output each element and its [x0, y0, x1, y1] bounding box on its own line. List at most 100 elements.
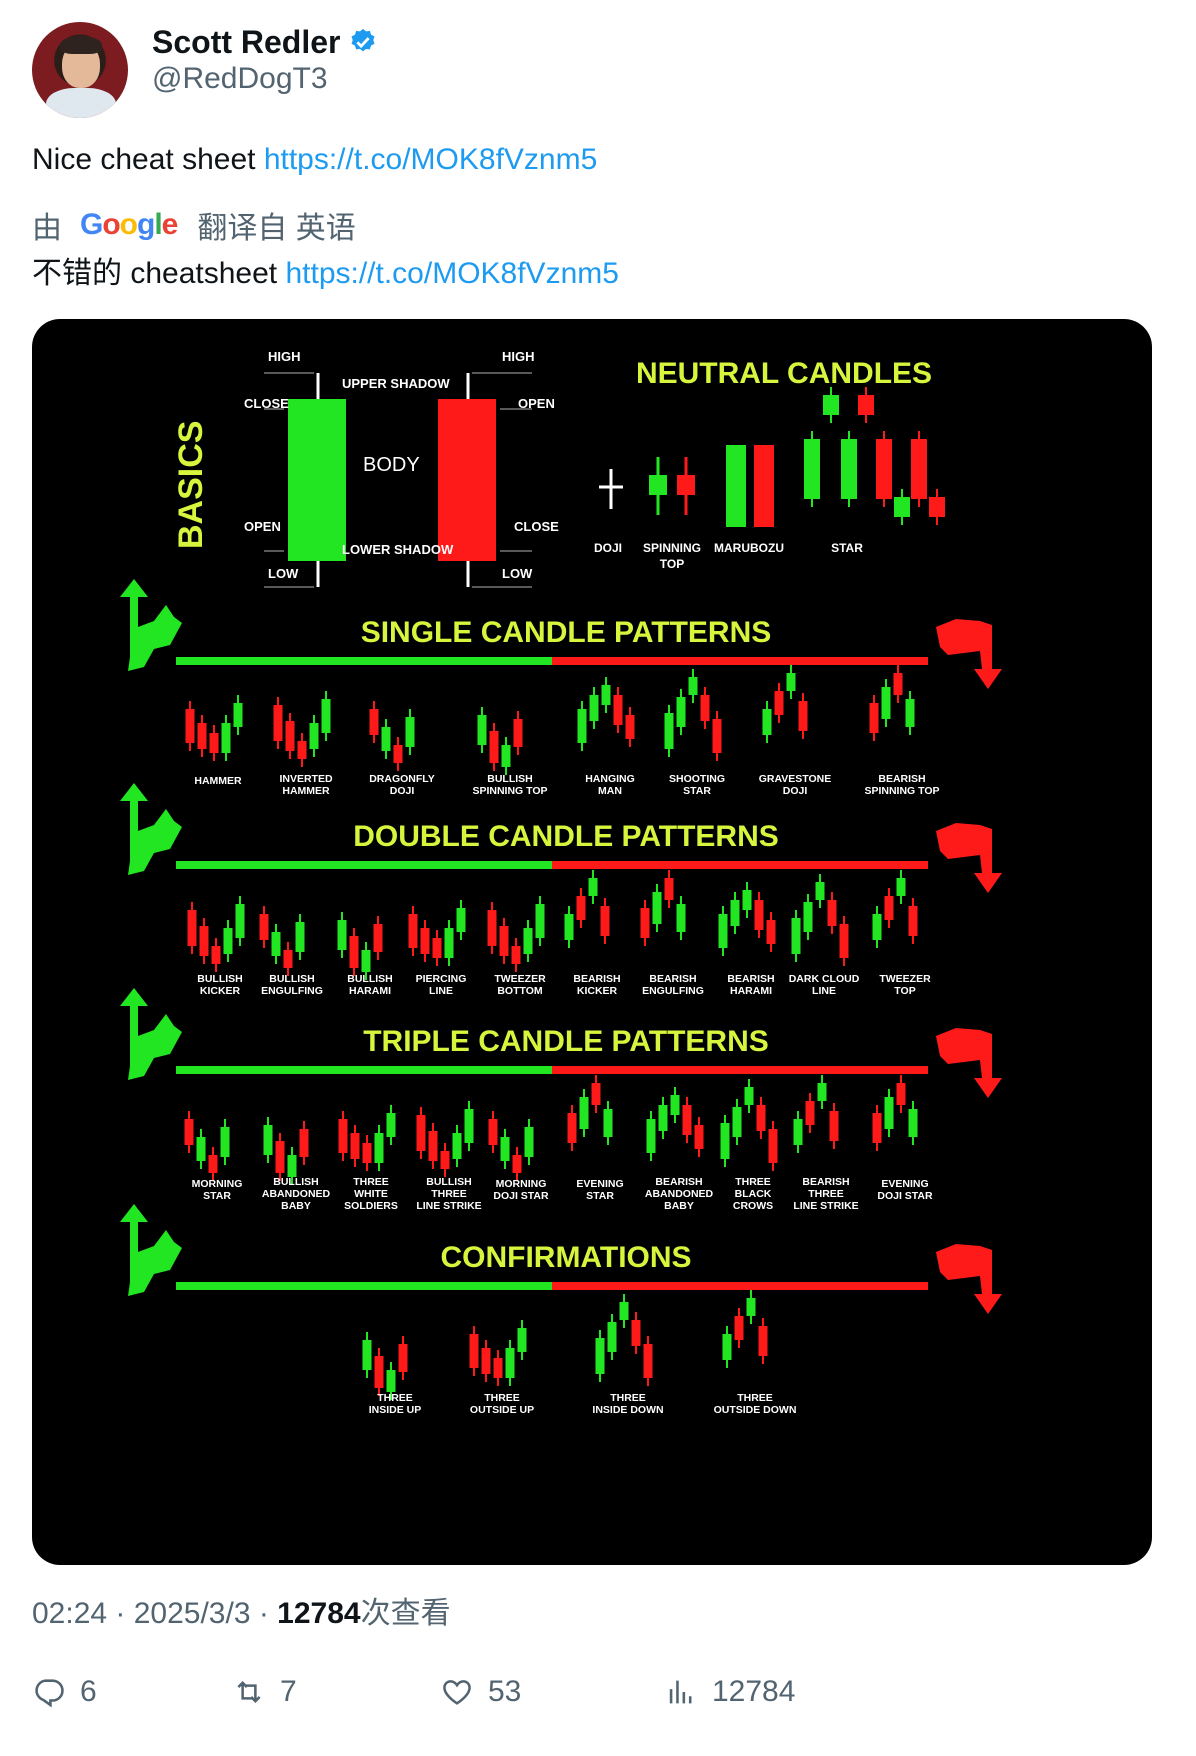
- single-pattern-label: SPINNING TOP: [472, 785, 547, 797]
- triple-pattern-label: STAR: [586, 1190, 614, 1202]
- neutral-label-top: TOP: [660, 557, 684, 571]
- translated-link[interactable]: https://t.co/MOK8fVznm5: [285, 257, 619, 290]
- like-button[interactable]: 53: [440, 1675, 521, 1709]
- basics-close-right: CLOSE: [514, 519, 559, 534]
- triple-pattern-label: SOLDIERS: [344, 1200, 398, 1212]
- double-pattern-label: HARAMI: [349, 985, 391, 997]
- handle[interactable]: @RedDogT3: [152, 62, 328, 95]
- reply-icon: [35, 1679, 64, 1708]
- retweet-button[interactable]: 7: [232, 1675, 297, 1709]
- reply-count: 6: [80, 1675, 97, 1708]
- double-pattern-label: BEARISH: [573, 973, 620, 985]
- confirmations-pattern-label: INSIDE DOWN: [592, 1404, 663, 1416]
- triple-title: TRIPLE CANDLE PATTERNS: [363, 1025, 769, 1058]
- tweet-text: Nice cheat sheet https://t.co/MOK8fVznm5: [32, 140, 597, 180]
- double-pattern-label: KICKER: [577, 985, 618, 997]
- single-pattern-label: DOJI: [390, 785, 415, 797]
- confirmations-pattern-label: OUTSIDE UP: [470, 1404, 534, 1416]
- single-pattern-label: MAN: [598, 785, 622, 797]
- triple-pattern-label: BEARISH: [802, 1176, 849, 1188]
- reply-button[interactable]: 6: [32, 1675, 97, 1709]
- like-count: 53: [488, 1675, 522, 1708]
- basics-body: BODY: [363, 454, 420, 476]
- analytics-icon: [669, 1680, 692, 1704]
- google-logo: Google: [80, 208, 178, 241]
- bear-icon: [936, 823, 1002, 893]
- double-pattern-label: PIERCING: [416, 973, 467, 985]
- double-title: DOUBLE CANDLE PATTERNS: [353, 820, 779, 853]
- single-title: SINGLE CANDLE PATTERNS: [361, 616, 772, 649]
- retweet-icon: [237, 1680, 261, 1704]
- double-pattern-label: LINE: [812, 985, 836, 997]
- triple-patterns-section: TRIPLE CANDLE PATTERNS MORNING STAR BULLISH…: [120, 988, 1002, 1212]
- confirmations-pattern-label: THREE: [737, 1392, 773, 1404]
- views-button[interactable]: 12784: [664, 1675, 795, 1709]
- single-pattern-label: BEARISH: [878, 773, 925, 785]
- basics-bull-candle: [288, 399, 346, 561]
- bear-icon: [936, 619, 1002, 689]
- triple-pattern-label: ABANDONED: [262, 1188, 331, 1200]
- double-divider-bar: [176, 861, 928, 869]
- bull-icon: [120, 783, 182, 875]
- confirmations-pattern-label: OUTSIDE DOWN: [714, 1404, 797, 1416]
- neutral-label-star: STAR: [831, 541, 863, 555]
- triple-pattern-label: EVENING: [576, 1178, 623, 1190]
- triple-pattern-label: LINE STRIKE: [416, 1200, 481, 1212]
- translation-suffix[interactable]: 翻译自 英语: [197, 212, 356, 245]
- triple-pattern-label: BABY: [281, 1200, 311, 1212]
- double-pattern-label: ENGULFING: [261, 985, 323, 997]
- double-pattern-label: BEARISH: [649, 973, 696, 985]
- double-pattern-label: BOTTOM: [497, 985, 543, 997]
- single-pattern-label: SHOOTING: [669, 773, 725, 785]
- basics-title: BASICS: [172, 421, 210, 549]
- single-pattern-label: INVERTED: [279, 773, 333, 785]
- basics-close-left: CLOSE: [244, 396, 289, 411]
- double-pattern-label: BULLISH: [269, 973, 315, 985]
- double-pattern-label: LINE: [429, 985, 453, 997]
- action-bar: 6 7 53 12784: [32, 1675, 1132, 1719]
- single-pattern-label: HANGING: [585, 773, 635, 785]
- basics-low-left: LOW: [268, 566, 299, 581]
- tweet-timestamp[interactable]: 02:24 · 2025/3/3 ·: [32, 1597, 278, 1630]
- verified-badge-icon: [351, 28, 375, 52]
- avatar[interactable]: [32, 22, 128, 118]
- tweet-link[interactable]: https://t.co/MOK8fVznm5: [263, 143, 598, 176]
- single-pattern-label: BULLISH: [487, 773, 533, 785]
- triple-pattern-label: CROWS: [733, 1200, 773, 1212]
- triple-pattern-label: MORNING: [496, 1178, 547, 1190]
- confirmations-pattern-label: THREE: [610, 1392, 646, 1404]
- double-pattern-label: KICKER: [200, 985, 241, 997]
- double-pattern-label: ENGULFING: [642, 985, 704, 997]
- triple-pattern-label: WHITE: [354, 1188, 388, 1200]
- single-pattern-label: HAMMER: [282, 785, 330, 797]
- triple-pattern-label: THREE: [431, 1188, 467, 1200]
- double-pattern-label: BULLISH: [347, 973, 393, 985]
- basics-open-right: OPEN: [518, 396, 555, 411]
- bull-icon: [120, 988, 182, 1080]
- tweet-media-image[interactable]: BASICS HIGH HIGH UPPER SHADOW: [32, 319, 1152, 1565]
- bear-icon: [936, 1028, 1002, 1098]
- confirmations-pattern-label: INSIDE UP: [369, 1404, 422, 1416]
- view-count: 12784: [277, 1597, 361, 1630]
- single-pattern-label: STAR: [683, 785, 711, 797]
- triple-pattern-label: BULLISH: [273, 1176, 319, 1188]
- triple-pattern-label: BEARISH: [655, 1176, 702, 1188]
- display-name[interactable]: Scott Redler: [152, 23, 341, 60]
- tweet-meta: 02:24 · 2025/3/3 · 12784次查看: [32, 1588, 451, 1632]
- neutral-label-spinning: SPINNING: [643, 541, 701, 555]
